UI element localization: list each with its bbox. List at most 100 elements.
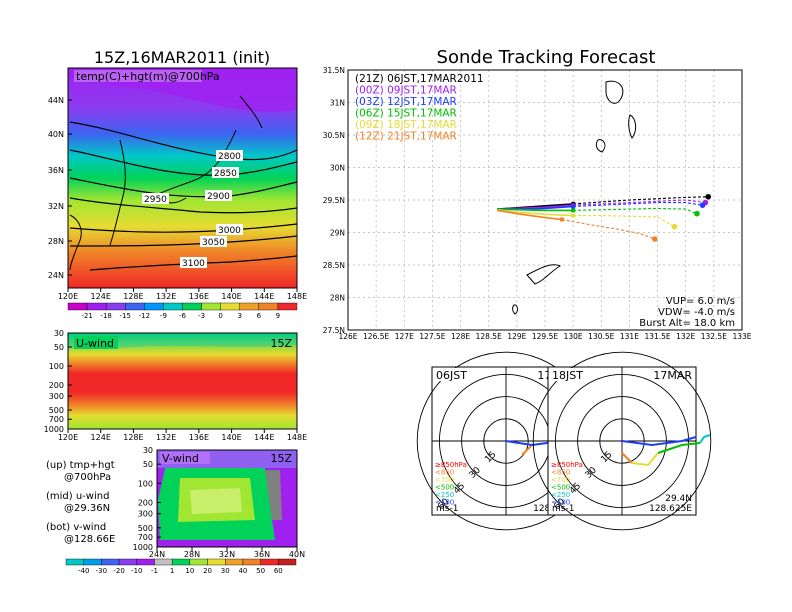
speed-ring bbox=[532, 351, 712, 531]
trajectory-series bbox=[497, 193, 712, 242]
lon-tick-label: 132E bbox=[156, 292, 176, 301]
note-line: (up) tmp+hgt bbox=[46, 460, 115, 471]
colorbar-label: 30 bbox=[221, 567, 230, 575]
note-line: @128.66E bbox=[64, 534, 115, 545]
colorbar-swatch bbox=[189, 558, 208, 566]
x-tick-label: 133E bbox=[732, 332, 751, 341]
colorbar-swatch bbox=[86, 302, 107, 311]
hodograph-trace bbox=[631, 452, 659, 467]
lat-tick-label: 24N bbox=[48, 271, 64, 280]
pressure-tick-label: 50 bbox=[54, 343, 64, 352]
lat-tick-label: 44N bbox=[48, 96, 64, 105]
level-legend: <850 bbox=[551, 469, 570, 477]
colorbar-swatch bbox=[171, 558, 191, 566]
pressure-tick-label: 100 bbox=[138, 479, 153, 488]
lon-tick-label: 124E bbox=[91, 433, 111, 442]
colorbar-label: 20 bbox=[203, 567, 212, 575]
colorbar-swatch bbox=[163, 302, 183, 311]
trajectory-frame bbox=[347, 69, 743, 331]
colorbar-label: 0 bbox=[218, 312, 222, 320]
vup-text: VUP= 6.0 m/s bbox=[666, 296, 735, 307]
legend-entry: (06Z) 15JST,17MAR bbox=[355, 108, 457, 120]
y-tick-label: 31N bbox=[330, 99, 345, 108]
y-tick-label: 31.5N bbox=[323, 66, 345, 75]
x-tick-label: 129E bbox=[507, 332, 526, 341]
x-tick-label: 126.5E bbox=[363, 332, 389, 341]
colorbar-swatch bbox=[258, 302, 279, 311]
vdw-text: VDW= -4.0 m/s bbox=[658, 307, 735, 318]
x-tick-label: 127.5E bbox=[419, 332, 445, 341]
temperature-colorbar: -21 -18 -15 -12 -9 -6 -3 0 3 6 9 bbox=[67, 302, 298, 320]
x-tick-label: 129.5E bbox=[532, 332, 558, 341]
colorbar-label: 10 bbox=[185, 567, 194, 575]
trajectory-marker bbox=[571, 213, 576, 218]
x-tick-label: 127E bbox=[395, 332, 414, 341]
y-tick-label: 29N bbox=[330, 229, 345, 238]
right-title: Sonde Tracking Forecast bbox=[437, 47, 656, 68]
x-tick-label: 130.5E bbox=[588, 332, 614, 341]
level-legend: <500 bbox=[435, 484, 454, 492]
pressure-tick-label: 1000 bbox=[133, 543, 153, 552]
trajectory-forecast-line bbox=[573, 196, 709, 205]
trajectory-y-axis: 27.5N 28N 28.5N 29N 29.5N 30N 30.5N 31N 31.5N bbox=[323, 66, 345, 335]
hodograph-trace bbox=[521, 444, 533, 456]
temperature-map-panel: 2800 2850 2900 2950 3000 3050 3100 temp(… bbox=[48, 67, 307, 301]
pressure-tick-label: 30 bbox=[54, 329, 64, 338]
pressure-tick-label: 100 bbox=[49, 362, 64, 371]
trajectory-endpoint bbox=[694, 210, 700, 217]
x-tick-label: 130E bbox=[564, 332, 583, 341]
lon-tick-label: 136E bbox=[189, 292, 209, 301]
level-legend: <700 bbox=[551, 476, 570, 484]
lon-label: 128.625E bbox=[649, 504, 692, 514]
level-legend: <100 bbox=[551, 499, 570, 507]
trajectory-forecast-line bbox=[573, 215, 675, 228]
colorbar-swatch bbox=[105, 302, 126, 311]
map-lon-axis: 120E 124E 128E 132E 136E 140E 144E 148E bbox=[58, 288, 307, 301]
colorbar-swatch bbox=[65, 558, 84, 566]
lat-tick-label: 24N bbox=[149, 550, 165, 559]
y-tick-label: 27.5N bbox=[323, 326, 345, 335]
y-tick-label: 28N bbox=[330, 294, 345, 303]
trajectory-forecast-line bbox=[561, 218, 655, 240]
colorbar-label: 6 bbox=[257, 312, 262, 320]
left-title: 15Z,16MAR2011 (init) bbox=[94, 48, 270, 67]
contour-labels: 2800 2850 2900 2950 3000 3050 3100 bbox=[142, 150, 243, 269]
x-tick-label: 128.5E bbox=[476, 332, 502, 341]
colorbar-swatch bbox=[136, 558, 155, 566]
v-wind-time: 15Z bbox=[270, 452, 292, 465]
lon-tick-label: 140E bbox=[221, 292, 241, 301]
trajectory-legend: (21Z) 06JST,17MAR2011(00Z) 09JST,17MAR(0… bbox=[355, 73, 484, 143]
hodograph-trace bbox=[699, 434, 711, 444]
island-outlines bbox=[512, 80, 637, 315]
contour-label: 3050 bbox=[202, 238, 225, 248]
colorbar-swatch bbox=[242, 558, 261, 566]
map-panel-label: temp(C)+hgt(m)@700hPa bbox=[76, 70, 220, 83]
lon-tick-label: 124E bbox=[91, 292, 111, 301]
colorbar-label: -18 bbox=[100, 312, 111, 320]
colorbar-swatch bbox=[220, 302, 240, 311]
u-wind-label: U-wind bbox=[76, 337, 114, 350]
colorbar-label: 50 bbox=[256, 567, 265, 575]
lon-tick-label: 132E bbox=[156, 433, 176, 442]
colorbar-label: -20 bbox=[113, 567, 124, 575]
trajectory-forecast-line bbox=[573, 207, 698, 215]
level-legend: <700 bbox=[435, 476, 454, 484]
colorbar-swatch bbox=[125, 302, 145, 311]
level-legend: <250 bbox=[551, 491, 570, 499]
colorbar-label: -30 bbox=[96, 567, 107, 575]
colorbar-swatch bbox=[182, 302, 202, 311]
lat-tick-label: 32N bbox=[48, 202, 64, 211]
lat-tick-label: 36N bbox=[48, 166, 64, 175]
colorbar-label: -40 bbox=[78, 567, 89, 575]
colorbar-label: -6 bbox=[179, 312, 187, 320]
lon-tick-label: 148E bbox=[287, 292, 307, 301]
trajectory-marker bbox=[571, 204, 576, 209]
level-legend: ≥850hPa bbox=[435, 461, 467, 469]
pressure-tick-label: 700 bbox=[138, 533, 153, 542]
trajectory-info: VUP= 6.0 m/s VDW= -4.0 m/s Burst Alt= 18… bbox=[639, 296, 735, 329]
level-legend: <250 bbox=[435, 491, 454, 499]
colorbar-swatch bbox=[277, 302, 298, 311]
colorbar-swatch bbox=[225, 558, 244, 566]
